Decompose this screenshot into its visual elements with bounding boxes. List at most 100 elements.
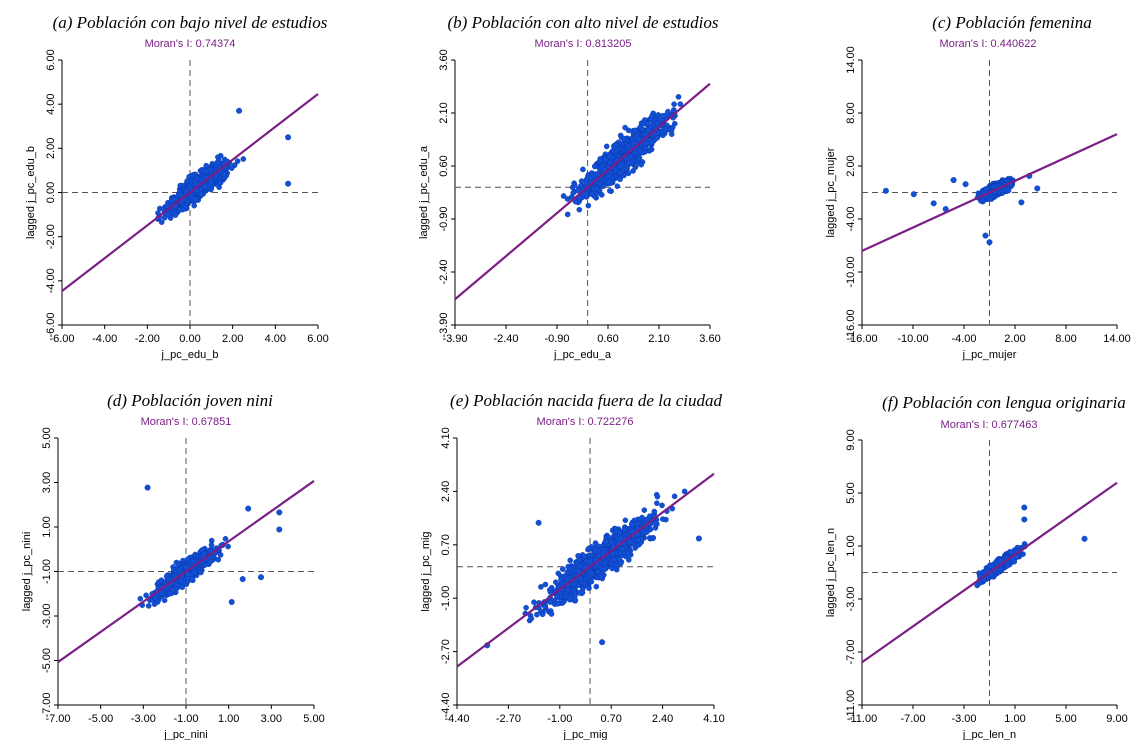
y-tick-label: -4.00 [45, 268, 57, 293]
data-point [585, 202, 592, 209]
data-point [183, 188, 189, 195]
data-point [581, 553, 587, 560]
data-point [583, 180, 590, 187]
y-tick-label: 3.00 [41, 472, 53, 493]
data-point [580, 166, 586, 173]
panel-caption: (c) Población femenina [932, 13, 1092, 32]
x-tick-label: -4.00 [951, 333, 976, 345]
moran-title: Moran's I: 0.67851 [141, 416, 232, 428]
x-axis-label: j_pc_mujer [962, 349, 1017, 361]
data-point [523, 604, 529, 611]
outlier-point [276, 509, 283, 516]
outlier-point [930, 200, 937, 207]
data-point [528, 615, 535, 622]
data-point [564, 211, 571, 218]
data-point [215, 556, 222, 563]
y-tick-label: -16.00 [845, 309, 857, 340]
y-tick-label: 8.00 [845, 102, 857, 123]
x-tick-label: 1.00 [1004, 713, 1025, 725]
x-tick-label: -3.00 [131, 713, 156, 725]
data-point [599, 192, 605, 198]
y-tick-label: -2.70 [440, 639, 452, 664]
data-point [188, 194, 194, 200]
data-point [626, 557, 632, 563]
data-point [622, 124, 628, 131]
data-point [176, 567, 182, 573]
data-point [609, 565, 615, 572]
data-point [671, 493, 678, 500]
data-point [158, 219, 165, 225]
x-tick-label: 5.00 [1055, 713, 1076, 725]
y-tick-label: -0.90 [438, 206, 450, 231]
data-point [613, 147, 620, 154]
data-point [621, 135, 627, 142]
data-point [172, 212, 179, 218]
x-tick-label: 3.00 [261, 713, 282, 725]
x-tick-label: 8.00 [1055, 333, 1076, 345]
y-tick-label: 4.10 [440, 427, 452, 448]
data-point [576, 206, 583, 213]
data-point [631, 150, 638, 156]
moran-title: Moran's I: 0.677463 [941, 419, 1038, 431]
data-point [164, 211, 171, 218]
data-point [595, 548, 602, 555]
x-tick-label: -5.00 [88, 713, 113, 725]
data-point [654, 493, 661, 500]
data-point [208, 179, 214, 186]
y-tick-label: -1.00 [41, 559, 53, 584]
data-point [654, 120, 661, 127]
x-tick-label: 2.10 [648, 333, 669, 345]
data-point [207, 558, 214, 565]
y-tick-label: -5.00 [41, 648, 53, 673]
y-axis-label: lagged j_pc_mig [420, 531, 432, 611]
data-point [221, 171, 227, 178]
data-point [606, 172, 612, 179]
x-tick-label: 0.60 [597, 333, 618, 345]
data-point [643, 139, 650, 146]
y-tick-label: 2.40 [440, 481, 452, 502]
x-tick-label: 4.10 [703, 713, 724, 725]
x-tick-label: -3.90 [442, 333, 467, 345]
moran-title: Moran's I: 0.440622 [940, 38, 1037, 50]
x-tick-label: -7.00 [900, 713, 925, 725]
data-point [567, 595, 574, 602]
x-tick-label: 0.70 [600, 713, 621, 725]
data-point [592, 540, 599, 546]
data-point [587, 558, 594, 564]
outlier-point [910, 191, 917, 198]
data-point [572, 597, 579, 603]
x-tick-label: 5.00 [303, 713, 324, 725]
data-point [184, 556, 191, 563]
y-tick-label: -4.00 [845, 206, 857, 231]
y-tick-label: -2.40 [438, 259, 450, 284]
outlier-point [882, 187, 889, 194]
data-point [617, 549, 623, 556]
scatter-panel-1: (a) Población con bajo nivel de estudios… [25, 13, 329, 361]
data-point [643, 145, 649, 151]
points-group [560, 94, 684, 218]
panel-caption: (e) Población nacida fuera de la ciudad [450, 391, 722, 410]
y-tick-label: -3.00 [845, 586, 857, 611]
scatter-panel-2: (b) Población con alto nivel de estudios… [418, 13, 721, 361]
outlier-point [962, 181, 969, 188]
data-point [177, 182, 184, 189]
x-tick-label: -2.70 [496, 713, 521, 725]
points-group [974, 504, 1088, 589]
data-point [629, 521, 635, 527]
y-axis-label: lagged j_pc_edu_b [25, 146, 37, 239]
data-point [571, 581, 577, 587]
points-group [484, 488, 702, 649]
data-point [638, 161, 645, 168]
data-point [588, 570, 595, 577]
data-point [614, 183, 621, 189]
data-point [594, 185, 600, 192]
data-point [611, 556, 618, 563]
outlier-point [695, 535, 702, 542]
data-point [571, 589, 578, 596]
x-tick-label: -1.00 [173, 713, 198, 725]
regression-line [61, 93, 319, 292]
data-point [178, 577, 184, 584]
data-point [228, 165, 235, 171]
